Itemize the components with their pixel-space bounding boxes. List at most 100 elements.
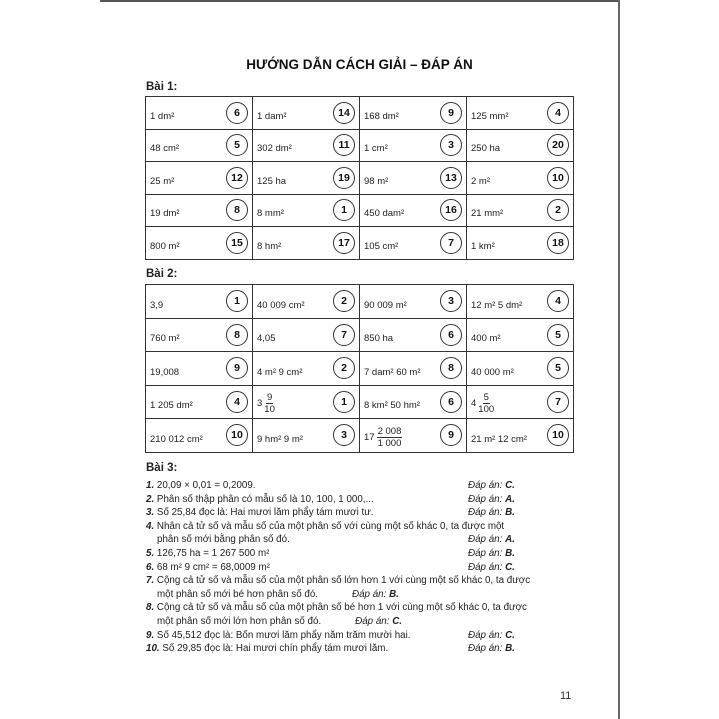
answer-letter: A. (505, 534, 515, 546)
cell-value: 40 009 cm² (257, 299, 305, 311)
table-cell: 8 hm² 17 (252, 226, 360, 260)
circled-number: 1 (333, 199, 355, 222)
answer-label: Đáp án: (468, 493, 503, 505)
cell-value: 210 012 cm² (150, 433, 203, 445)
mixed-fraction: 4 5 100 (471, 392, 494, 415)
table-cell: 9 hm² 9 m² 3 (252, 418, 360, 453)
fraction-numerator: 9 (265, 392, 274, 404)
answer-label: Đáp án: (468, 643, 503, 655)
item-text: 126,75 ha = 1 267 500 m² (156, 547, 270, 559)
answer: Đáp án: C. (355, 616, 402, 627)
list-item-continuation: một phân số mới bé hơn phân số đó. Đáp án… (146, 588, 576, 602)
page-number: 11 (560, 690, 572, 702)
table-row: 19,008 9 4 m² 9 cm² 2 7 dam² 60 m² 8 40 000 m²… (145, 351, 574, 386)
table-cell: 8 km² 50 hm² 6 (359, 384, 467, 419)
cell-value: 760 m² (150, 333, 180, 344)
cell-value: 21 mm² (471, 208, 504, 219)
circled-number: 14 (333, 101, 355, 124)
cell-value: 125 mm² (471, 110, 509, 122)
circled-number: 17 (333, 231, 355, 254)
circled-number: 2 (333, 357, 355, 380)
table-cell: 125 ha 19 (252, 161, 360, 195)
fraction-whole: 4 (471, 398, 477, 409)
circled-number: 3 (440, 290, 462, 313)
item-text: Số 25,84 đọc là: Hai mươi lăm phẩy tám m… (156, 507, 374, 519)
table-cell: 850 ha 6 (359, 317, 467, 352)
cell-value: 12 m² 5 dm² (471, 299, 523, 311)
table-cell: 48 cm² 5 (145, 128, 253, 162)
cell-value: 400 m² (471, 333, 501, 344)
list-item: 9. Số 45,512 đọc là: Bốn mươi lăm phẩy n… (146, 629, 576, 643)
table-cell: 98 m² 13 (359, 161, 467, 195)
table-cell: 3,9 1 (145, 284, 253, 319)
answer-letter: B. (505, 507, 515, 519)
answer-label: Đáp án: (468, 507, 503, 519)
circled-number: 5 (226, 134, 248, 157)
answer-letter: C. (505, 629, 515, 641)
list-item: 10. Số 29,85 đọc là: Hai mươi chín phẩy … (146, 642, 576, 656)
item-text: 68 m² 9 cm² = 68,0009 m² (156, 561, 270, 573)
table-cell: 40 000 m² 5 (466, 351, 574, 386)
circled-number: 5 (547, 323, 569, 346)
table-row: 760 m² 8 4,05 7 850 ha 6 400 m² 5 (145, 317, 574, 352)
table-cell: 21 m² 12 cm² 10 (466, 418, 574, 453)
cell-value: 4,05 (257, 333, 276, 344)
answer: Đáp án: A. (468, 493, 515, 507)
circled-number: 13 (440, 166, 462, 189)
cell-value: 8 km² 50 hm² (364, 400, 420, 411)
table-cell: 4,05 7 (252, 317, 360, 352)
answer-label: Đáp án: (468, 480, 503, 491)
cell-value: 21 m² 12 cm² (471, 433, 527, 445)
cell-value: 19 dm² (150, 208, 180, 219)
cell-value: 1 km² (471, 240, 495, 252)
cell-value: 8 mm² (257, 208, 284, 219)
answer: Đáp án: B. (468, 547, 515, 561)
circled-number: 9 (226, 357, 248, 380)
circled-number: 16 (440, 199, 462, 222)
table-cell: 168 dm² 9 (359, 96, 467, 130)
cell-value: 1 205 dm² (150, 400, 193, 411)
cell-value: 40 000 m² (471, 366, 514, 378)
table-cell: 302 dm² 11 (252, 128, 360, 162)
circled-number: 5 (547, 357, 569, 380)
cell-value: 250 ha (471, 143, 501, 154)
circled-number: 7 (547, 390, 569, 413)
circled-number: 10 (547, 166, 569, 189)
answer: Đáp án: C. (468, 629, 515, 643)
item-text-continued: một phân số mới lớn hơn phân số đó. (157, 615, 322, 627)
item-number: 7. (146, 575, 155, 587)
answer: Đáp án: B. (468, 506, 515, 520)
item-text-continued: phân số mới bằng phân số đó. (157, 534, 290, 546)
table-cell: 90 009 m² 3 (359, 284, 467, 319)
page-title: HƯỚNG DẪN CÁCH GIẢI – ĐÁP ÁN (246, 57, 473, 72)
cell-value: 90 009 m² (364, 299, 407, 311)
mixed-fraction: 3 9 10 (257, 392, 275, 415)
answer: Đáp án: C. (468, 561, 515, 575)
item-number: 9. (146, 629, 155, 641)
table-cell: 1 dam² 14 (252, 96, 360, 130)
item-number: 5. (146, 547, 155, 559)
cell-value: 850 ha (364, 333, 394, 344)
table-cell: 4 m² 9 cm² 2 (252, 351, 360, 386)
circled-number: 6 (226, 101, 248, 124)
cell-value: 9 hm² 9 m² (257, 433, 303, 445)
table-cell: 400 m² 5 (466, 317, 574, 352)
cell-value: 2 m² (471, 175, 490, 187)
table-cell: 1 km² 18 (466, 226, 574, 260)
fraction-whole: 3 (257, 398, 263, 409)
page-edge-right (618, 0, 620, 719)
answer: Đáp án: B. (468, 642, 515, 656)
answer: Đáp án: A. (468, 533, 515, 547)
item-text: Phân số thập phân có mẫu số là 10, 100, … (156, 493, 374, 505)
table-cell: 12 m² 5 dm² 4 (466, 284, 574, 319)
fraction-denominator: 10 (264, 404, 275, 415)
cell-value: 7 dam² 60 m² (364, 366, 421, 378)
cell-value: 48 cm² (150, 143, 180, 154)
circled-number: 3 (440, 134, 462, 157)
bai1-label: Bài 1: (146, 81, 178, 93)
list-item-continuation: phân số mới bằng phân số đó. Đáp án: A. (146, 533, 576, 547)
circled-number: 7 (440, 231, 462, 254)
circled-number: 1 (226, 290, 248, 313)
item-number: 3. (146, 507, 155, 519)
bai2-label: Bài 2: (146, 268, 178, 280)
